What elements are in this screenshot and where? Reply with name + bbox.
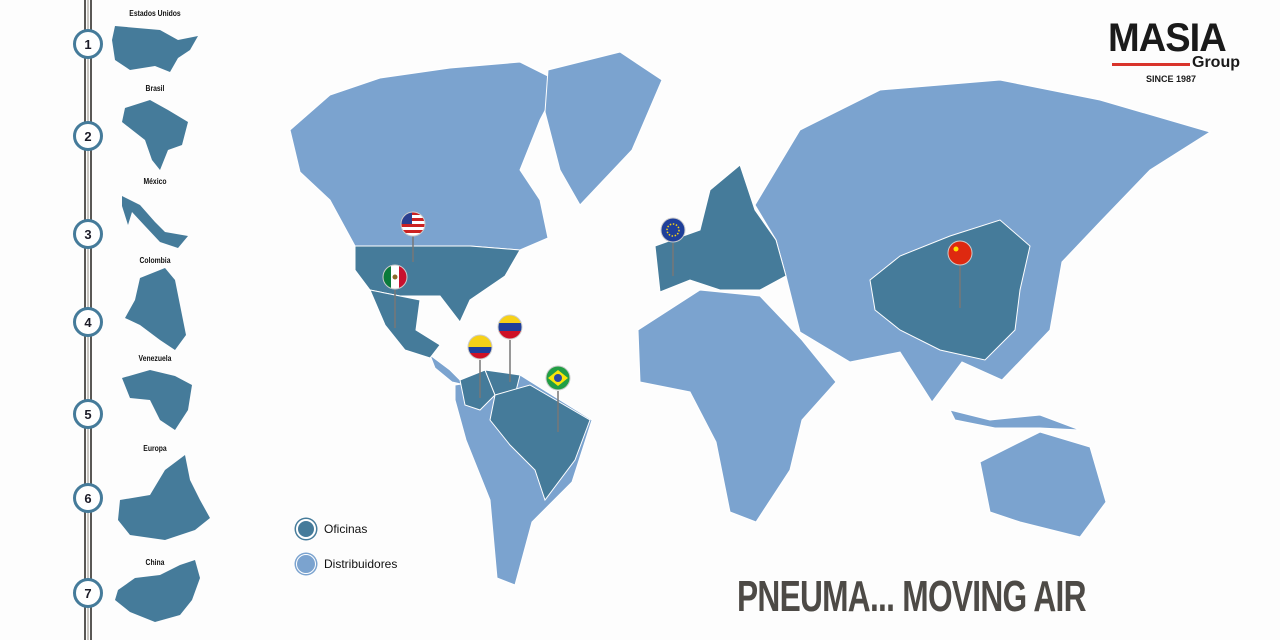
flag-china-icon <box>947 240 973 266</box>
region-greenland <box>544 51 663 206</box>
mini-europe <box>118 455 210 540</box>
mini-china <box>115 560 200 622</box>
legend-oficinas: Oficinas <box>296 519 367 539</box>
timeline-step: 6 <box>73 483 103 513</box>
region-europe <box>654 164 787 293</box>
timeline-label: México <box>143 177 167 186</box>
timeline-step: 3 <box>73 219 103 249</box>
region-indonesia <box>949 409 1081 431</box>
mini-mexico <box>122 196 188 248</box>
mini-silhouettes <box>112 26 210 622</box>
oficinas-regions <box>354 164 1031 502</box>
flag-eu-icon <box>660 217 686 243</box>
timeline-step: 7 <box>73 578 103 608</box>
timeline-label: Estados Unidos <box>129 9 181 18</box>
region-brazil <box>489 384 591 502</box>
legend-distribuidores: Distribuidores <box>296 554 397 574</box>
mini-usa <box>112 26 198 72</box>
timeline-label: Colombia <box>139 256 171 265</box>
timeline-label: Europa <box>143 444 167 453</box>
flag-usa-icon <box>400 211 426 237</box>
logo-group: Group <box>1192 54 1240 71</box>
region-china <box>869 219 1031 361</box>
timeline-label: Brasil <box>145 84 165 93</box>
flag-colombia-icon <box>467 334 493 360</box>
logo-accent-line <box>1112 63 1190 66</box>
masia-logo: MASIA Group SINCE 1987 <box>1108 16 1248 84</box>
timeline-step: 5 <box>73 399 103 429</box>
flag-brazil-icon <box>545 365 571 391</box>
region-africa <box>637 289 837 523</box>
location-pins <box>394 236 961 432</box>
mini-venezuela <box>122 370 192 430</box>
oficinas-swatch <box>296 519 316 539</box>
region-australia <box>979 431 1107 538</box>
distribuidores-swatch <box>296 554 316 574</box>
region-canada-alaska <box>289 61 561 251</box>
flag-venezuela-icon <box>497 314 523 340</box>
legend-label: Oficinas <box>324 522 368 536</box>
timeline-step: 1 <box>73 29 103 59</box>
mini-brazil <box>122 100 188 170</box>
timeline-label: China <box>145 558 165 567</box>
timeline-label: Venezuela <box>138 354 172 363</box>
timeline-step: 4 <box>73 307 103 337</box>
flag-mexico-icon <box>382 264 408 290</box>
legend-label: Distribuidores <box>324 557 398 571</box>
logo-since: SINCE 1987 <box>1146 74 1197 84</box>
tagline: PNEUMA... MOVING AIR <box>737 572 1086 621</box>
timeline-step: 2 <box>73 121 103 151</box>
mini-colombia <box>125 268 186 350</box>
region-mexico <box>369 289 441 359</box>
region-colombia <box>459 369 496 411</box>
logo-name: MASIA <box>1108 16 1227 60</box>
distribuidores-regions <box>289 51 1212 586</box>
region-central-america <box>428 353 467 386</box>
